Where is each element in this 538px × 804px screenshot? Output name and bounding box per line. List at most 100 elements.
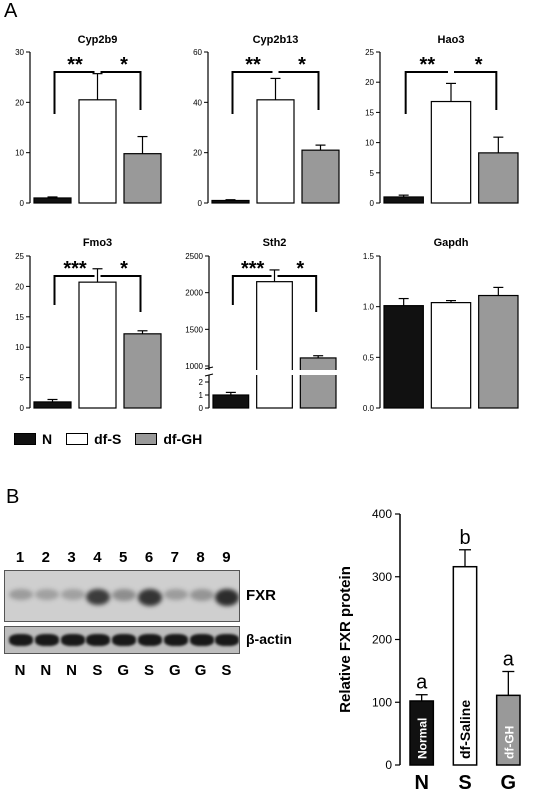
y-tick-label: 0 <box>198 199 203 208</box>
y-tick-label: 5 <box>370 169 375 178</box>
lane-group: S <box>143 662 154 679</box>
y-tick-label: 1000 <box>185 362 203 371</box>
bar-df-s <box>78 99 117 204</box>
y-tick-label: 0.5 <box>363 353 375 362</box>
chart-title: Cyp2b9 <box>78 34 118 46</box>
bar-df-gh <box>478 294 519 409</box>
significance-letter: b <box>459 527 470 549</box>
fxr-band <box>9 589 33 601</box>
bar-df-gh <box>478 152 519 204</box>
lane-number: 1 <box>15 549 25 566</box>
y-tick-label: 15 <box>365 108 374 117</box>
actin-band <box>86 634 111 646</box>
y-tick-label: 0 <box>20 404 25 413</box>
chart-title: Cyp2b13 <box>253 34 299 46</box>
y-tick-label: 30 <box>15 48 24 57</box>
y-tick-label: 200 <box>372 633 392 647</box>
y-tick-label: 25 <box>15 252 24 261</box>
y-tick-label: 10 <box>15 149 24 158</box>
y-tick-label: 10 <box>15 343 24 352</box>
actin-band <box>138 634 162 646</box>
fxr-band <box>34 589 59 600</box>
y-tick-label: 15 <box>15 313 24 322</box>
y-tick-label: 1 <box>199 391 204 400</box>
axis-break-mark <box>204 366 214 370</box>
chart-title: Gapdh <box>434 237 469 249</box>
y-tick-label: 0 <box>20 199 25 208</box>
significance-bracket <box>278 71 320 110</box>
panel-label-b: B <box>6 486 20 508</box>
lane-group: G <box>117 662 130 679</box>
bar-s <box>452 565 478 766</box>
chart-title: Fmo3 <box>83 237 112 249</box>
significance-label: ** <box>67 54 83 76</box>
blot-label-actin: β-actin <box>246 631 292 647</box>
fxr-band <box>138 589 162 606</box>
bar-df-s <box>430 302 472 409</box>
y-tick-label: 0.0 <box>363 404 375 413</box>
lane-group: N <box>66 662 78 679</box>
bar-g <box>495 694 521 766</box>
y-tick-label: 25 <box>365 48 374 57</box>
lane-number: 6 <box>144 549 154 566</box>
y-tick-label: 0 <box>370 199 375 208</box>
actin-band <box>60 634 85 646</box>
fxr-band <box>215 589 239 607</box>
chart-title: Sth2 <box>263 237 287 249</box>
legend-swatch-df-gh <box>135 433 158 445</box>
significance-label: *** <box>241 258 265 280</box>
bar-n <box>211 199 250 204</box>
x-tick-label: G <box>501 772 517 794</box>
significance-bracket <box>53 71 95 114</box>
chart-fxr-protein: 0 100 200 300 400 Relative FXR protein a Normal… <box>337 507 521 794</box>
significance-bracket <box>231 275 272 305</box>
lane-number: 4 <box>93 549 102 566</box>
significance-bracket <box>231 71 273 114</box>
y-tick-label: 40 <box>193 98 202 107</box>
fxr-band <box>86 589 111 606</box>
y-tick-label: 10 <box>365 139 374 148</box>
x-tick-label: S <box>458 772 471 794</box>
bar-label: df-GH <box>502 726 516 759</box>
bar-df-gh <box>123 333 162 409</box>
fxr-band <box>60 589 85 600</box>
blot-fxr-strip <box>4 570 240 622</box>
axis-break <box>207 370 342 375</box>
significance-label: * <box>296 258 304 280</box>
significance-label: * <box>120 54 128 76</box>
lane-group: N <box>14 662 26 679</box>
bar-df-gh <box>301 149 340 204</box>
significance-bracket <box>277 275 318 312</box>
significance-bracket <box>454 71 498 110</box>
significance-bracket <box>53 275 95 305</box>
x-tick-label: N <box>414 772 428 794</box>
chart-gapdh: Gapdh 0.0 0.5 1.0 1.5 <box>363 237 519 413</box>
lane-number: 8 <box>196 549 205 566</box>
chart-title: Hao3 <box>438 34 465 46</box>
bar-df-gh <box>123 153 162 204</box>
significance-letter: a <box>416 672 428 694</box>
lane-number: 9 <box>222 549 231 566</box>
significance-bracket <box>100 275 142 312</box>
y-tick-label: 2000 <box>185 289 203 298</box>
bar-label: Normal <box>416 718 430 759</box>
y-tick-label: 300 <box>372 570 392 584</box>
bar-df-s <box>256 99 295 204</box>
y-tick-label: 1.5 <box>363 252 375 261</box>
legend: N df-S df-GH <box>14 431 202 447</box>
lane-number: 5 <box>119 549 128 566</box>
actin-band <box>189 634 214 646</box>
bar-df-s <box>78 281 117 409</box>
significance-label: * <box>120 258 128 280</box>
y-tick-label: 2 <box>199 378 204 387</box>
actin-band <box>34 634 59 646</box>
bar-df-gh <box>299 357 337 409</box>
lane-group: N <box>40 662 52 679</box>
bar-n <box>383 196 424 204</box>
lane-group: S <box>92 662 103 679</box>
y-tick-label: 400 <box>372 507 392 521</box>
